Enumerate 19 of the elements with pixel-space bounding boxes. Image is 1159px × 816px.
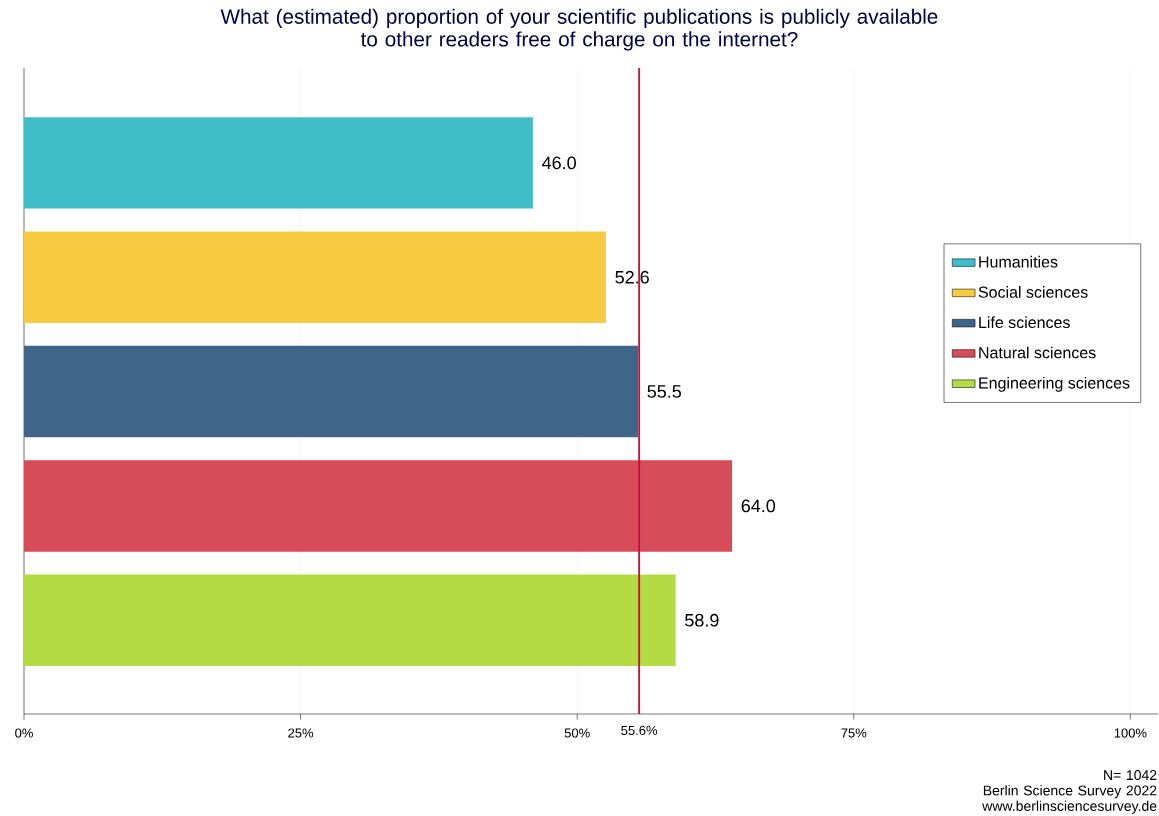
data-label: 46.0 xyxy=(542,156,576,170)
x-tick-label: 50% xyxy=(564,728,590,738)
legend-label: Social sciences xyxy=(978,286,1088,298)
legend-label: Life sciences xyxy=(979,316,1070,329)
chart-title: What (estimated) proportion of your scientific publications is publicly available to other readers free of charge on the internet? xyxy=(220,8,938,51)
data-label: 55.5 xyxy=(647,385,682,398)
text: Berlin Science Survey 2022 xyxy=(983,785,1157,799)
x-tick-label: 75% xyxy=(841,728,867,738)
data-label: 58.9 xyxy=(685,613,719,627)
data-label: 64.0 xyxy=(741,499,776,513)
legend-label: Natural sciences xyxy=(979,346,1096,359)
x-tick-label: 100% xyxy=(1114,728,1147,738)
text: www.berlinsciencesurvey.de xyxy=(982,800,1157,814)
ref-line-label: 55.6% xyxy=(621,725,658,735)
legend-label: Engineering sciences xyxy=(979,376,1130,392)
x-tick-label: 0% xyxy=(15,728,33,738)
text: N= 1042 xyxy=(1104,770,1157,781)
legend-label: Humanities xyxy=(979,255,1058,268)
x-tick-label: 25% xyxy=(288,728,314,738)
